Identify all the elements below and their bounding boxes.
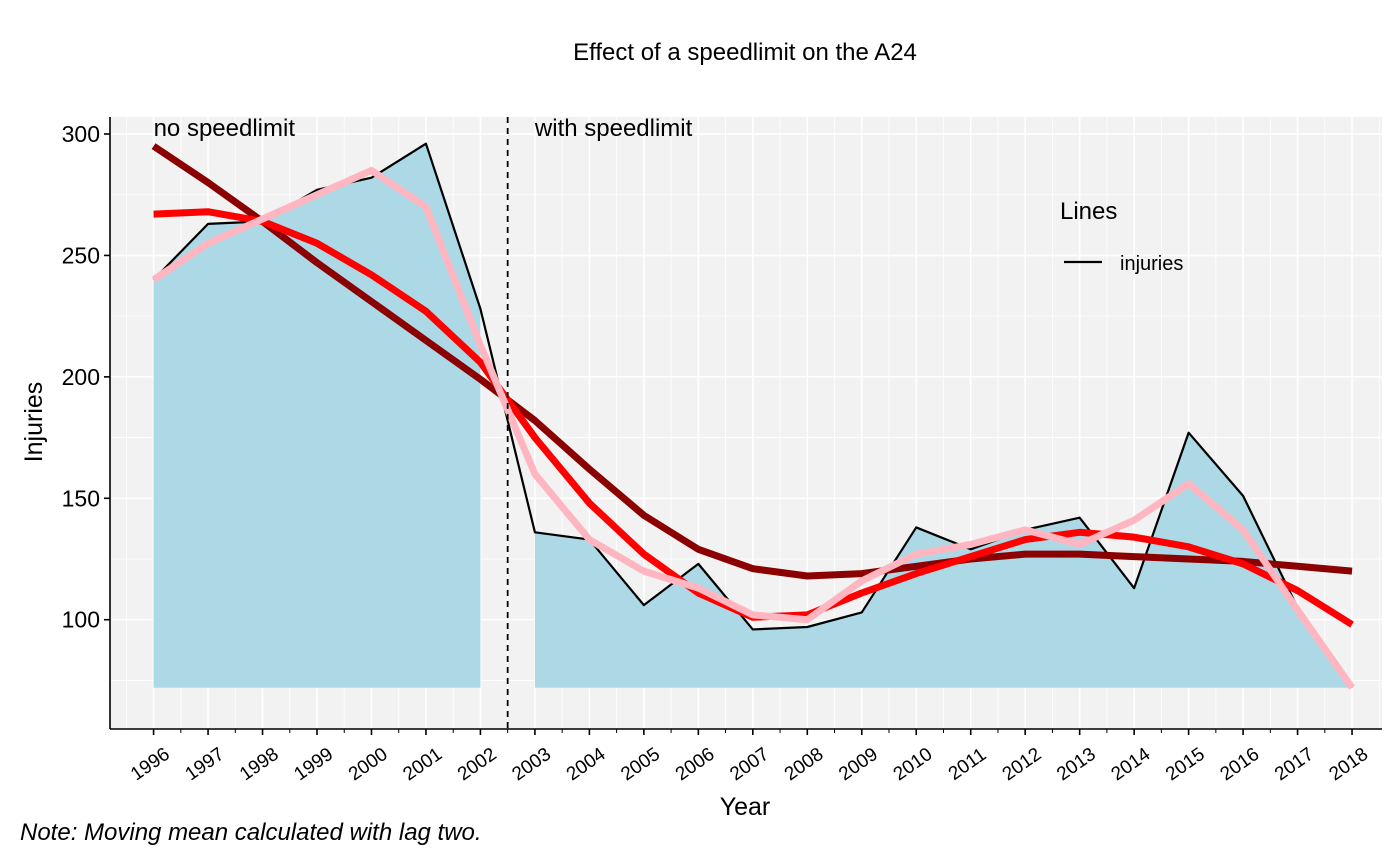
series-line-darkred <box>151 143 1353 580</box>
series-layer <box>151 142 1355 690</box>
area-before-speedlimit <box>153 143 481 688</box>
x-tick-label: 2004 <box>563 744 610 786</box>
y-axis-ticks: 100 150 200 250 300 <box>62 121 110 633</box>
x-tick-label: 1996 <box>127 744 174 785</box>
caption-note: Note: Moving mean calculated with lag tw… <box>20 819 482 846</box>
x-tick-label: 2007 <box>726 744 773 785</box>
legend-label-injuries: injuries <box>1120 253 1183 275</box>
x-tick-label: 2003 <box>508 744 555 785</box>
x-tick-label: 1998 <box>236 744 283 785</box>
x-tick-label: 2001 <box>399 744 446 785</box>
annotation-with-speedlimit: with speedlimit <box>534 115 693 142</box>
x-axis-ticks: 1996 1997 1998 1999 2000 2001 2002 2003 2004 2005… <box>127 729 1372 785</box>
x-tick-label: 2000 <box>345 744 392 785</box>
x-tick-label: 2018 <box>1326 744 1373 785</box>
x-tick-label: 2008 <box>781 744 828 785</box>
x-axis-title: Year <box>720 793 771 821</box>
legend-title: Lines <box>1060 198 1117 225</box>
y-tick-label: 150 <box>62 485 100 511</box>
chart-title: Effect of a speedlimit on the A24 <box>573 39 917 66</box>
x-tick-label: 2013 <box>1053 744 1100 785</box>
y-tick-label: 200 <box>62 364 100 390</box>
axes <box>109 117 1382 730</box>
x-tick-label: 2010 <box>890 744 937 785</box>
x-tick-label: 1999 <box>291 744 338 785</box>
x-tick-label: 2015 <box>1162 744 1209 785</box>
x-tick-label: 2002 <box>454 744 501 785</box>
x-tick-label: 2016 <box>1217 744 1264 785</box>
y-tick-label: 100 <box>62 607 100 633</box>
x-tick-label: 2012 <box>999 744 1046 785</box>
x-tick-label: 2017 <box>1271 744 1318 785</box>
x-tick-label: 2005 <box>617 744 664 785</box>
x-tick-label: 2011 <box>945 744 991 785</box>
annotation-no-speedlimit: no speedlimit <box>154 115 296 142</box>
legend: Lines injuries <box>1060 198 1183 275</box>
y-tick-label: 300 <box>62 121 100 147</box>
series-line-pink <box>151 166 1355 690</box>
x-tick-label: 1997 <box>182 744 229 785</box>
y-axis-title: Injuries <box>20 382 48 463</box>
x-tick-label: 2014 <box>1108 744 1155 786</box>
x-tick-label: 2006 <box>672 744 719 785</box>
y-tick-label: 250 <box>62 242 100 268</box>
x-tick-label: 2009 <box>835 744 882 785</box>
